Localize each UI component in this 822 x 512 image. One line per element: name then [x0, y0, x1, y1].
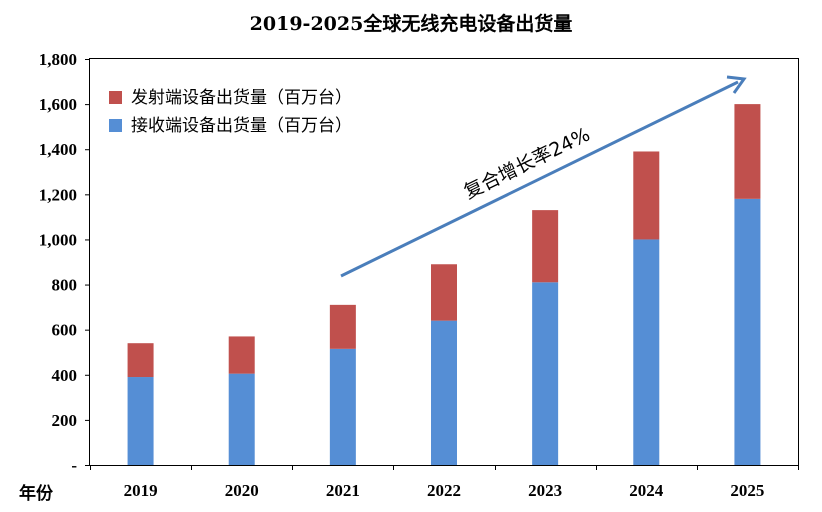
bar-transmitter-2019 — [127, 343, 154, 378]
legend-swatch — [109, 91, 122, 104]
chart-title: 2019-2025全球无线充电设备出货量 — [250, 12, 573, 35]
y-tick-label: 600 — [52, 321, 78, 340]
y-tick-label: 1,200 — [39, 185, 77, 204]
legend: 发射端设备出货量（百万台） 接收端设备出货量（百万台） — [109, 88, 352, 136]
y-tick-label: 400 — [52, 366, 78, 385]
bar-receiver-2020 — [228, 373, 255, 465]
growth-arrow — [340, 75, 747, 278]
bars-group — [127, 104, 761, 465]
bar-transmitter-2020 — [228, 336, 255, 374]
x-tick-label: 2024 — [629, 481, 664, 500]
y-tick-label: 200 — [52, 411, 78, 430]
y-tick-label: 1,000 — [39, 230, 77, 249]
legend-label: 发射端设备出货量（百万台） — [131, 88, 352, 108]
y-tick-label: 800 — [52, 276, 78, 295]
x-tick-label: 2025 — [730, 481, 764, 500]
y-tick-label: 1,400 — [39, 140, 77, 159]
bar-receiver-2021 — [329, 348, 356, 465]
x-tick-label: 2021 — [326, 481, 360, 500]
y-tick-label: 1,600 — [39, 95, 77, 114]
growth-arrow-head — [726, 75, 747, 94]
y-axis: - 200 400 600 800 1,000 1,200 1,400 1,600 1,800 — [39, 50, 90, 475]
x-tick-label: 2020 — [225, 481, 259, 500]
y-tick-label: - — [71, 456, 77, 475]
bar-transmitter-2023 — [532, 210, 559, 283]
bar-transmitter-2024 — [633, 151, 660, 240]
x-tick-label: 2023 — [528, 481, 562, 500]
plot-frame — [89, 58, 799, 466]
y-tick-label: 1,800 — [39, 50, 77, 69]
legend-swatch — [109, 119, 122, 132]
x-axis: 2019 2020 2021 2022 2023 2024 2025 — [90, 465, 799, 500]
growth-arrow-line — [340, 80, 739, 278]
bar-receiver-2019 — [127, 377, 154, 465]
bar-receiver-2024 — [633, 239, 660, 465]
x-tick-label: 2022 — [427, 481, 461, 500]
bar-transmitter-2022 — [431, 264, 457, 321]
x-axis-title: 年份 — [19, 483, 54, 503]
bar-transmitter-2021 — [329, 304, 356, 349]
bar-receiver-2025 — [734, 198, 761, 465]
legend-label: 接收端设备出货量（百万台） — [131, 116, 352, 136]
bar-receiver-2022 — [431, 320, 457, 465]
bar-receiver-2023 — [532, 282, 559, 465]
x-tick-label: 2019 — [124, 481, 158, 500]
bar-transmitter-2025 — [734, 104, 761, 199]
